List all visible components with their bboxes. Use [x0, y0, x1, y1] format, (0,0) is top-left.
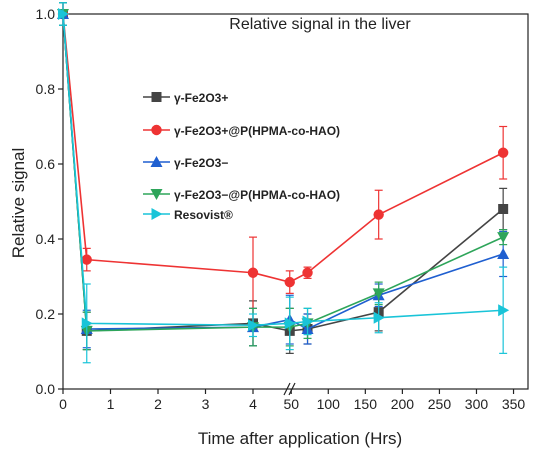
legend-label: γ-Fe2O3+@P(HPMA-co-HAO) [174, 124, 340, 138]
data-point-triangle-right [248, 319, 259, 332]
data-point-circle [81, 254, 92, 265]
x-tick-label: 3 [202, 396, 210, 412]
data-point-triangle-right [151, 208, 163, 220]
data-point-triangle-down [150, 189, 163, 200]
data-point-square [498, 204, 509, 214]
x-tick-label: 350 [502, 396, 526, 412]
data-point-circle [284, 276, 295, 288]
x-tick-label: 200 [391, 396, 415, 412]
axis-break-mark [288, 382, 296, 396]
data-point-triangle-right [302, 315, 314, 328]
data-point-square [151, 92, 162, 102]
x-tick-label: 250 [428, 396, 452, 412]
data-point-circle [302, 267, 313, 278]
data-point-triangle-right [58, 8, 69, 20]
data-point-circle [373, 209, 384, 220]
data-point-circle [151, 124, 162, 136]
axis-break-mark [283, 382, 291, 396]
chart-title: Relative signal in the liver [229, 16, 411, 33]
data-point-triangle-right [498, 304, 510, 317]
legend-label: Resovist® [174, 208, 233, 222]
x-tick-label: 150 [354, 396, 378, 412]
legend-label: γ-Fe2O3+ [174, 91, 228, 105]
data-point-triangle-right [284, 317, 296, 330]
x-tick-label: 4 [249, 396, 257, 412]
data-point-triangle-up [497, 248, 510, 259]
data-point-circle [247, 267, 259, 278]
data-point-triangle-right [81, 317, 93, 330]
x-tick-label: 50 [283, 396, 299, 412]
x-axis-break [283, 382, 296, 396]
x-tick-label: 2 [154, 396, 162, 412]
y-tick-label: 0.0 [36, 381, 56, 397]
x-tick-label: 0 [59, 396, 67, 412]
data-point-triangle-down [497, 232, 510, 244]
data-point-triangle-up [150, 156, 163, 167]
x-axis-label: Time after application (Hrs) [198, 429, 402, 448]
y-tick-label: 0.8 [36, 81, 56, 97]
legend-label: γ-Fe2O3−@P(HPMA-co-HAO) [174, 188, 340, 202]
x-tick-label: 100 [317, 396, 341, 412]
y-tick-label: 0.2 [36, 306, 56, 322]
y-tick-label: 0.6 [36, 156, 56, 172]
x-tick-label: 1 [107, 396, 115, 412]
y-tick-label: 0.4 [36, 231, 56, 247]
y-tick-label: 1.0 [36, 6, 56, 22]
legend-label: γ-Fe2O3− [174, 156, 228, 170]
x-tick-label: 300 [465, 396, 489, 412]
y-axis-label: Relative signal [9, 148, 28, 259]
data-point-triangle-down [372, 288, 385, 300]
data-point-circle [497, 147, 509, 158]
data-point-triangle-right [373, 311, 385, 324]
series-group [58, 2, 510, 364]
